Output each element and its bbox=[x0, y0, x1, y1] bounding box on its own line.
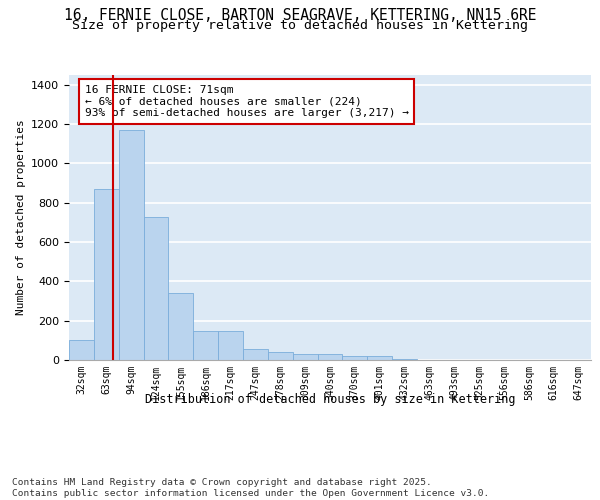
Bar bbox=[119, 130, 143, 360]
Text: Contains HM Land Registry data © Crown copyright and database right 2025.
Contai: Contains HM Land Registry data © Crown c… bbox=[12, 478, 489, 498]
Bar bbox=[169, 293, 193, 360]
Text: Distribution of detached houses by size in Kettering: Distribution of detached houses by size … bbox=[145, 392, 515, 406]
Y-axis label: Number of detached properties: Number of detached properties bbox=[16, 120, 26, 316]
Bar bbox=[268, 352, 293, 360]
Bar bbox=[367, 356, 392, 360]
Bar bbox=[69, 340, 94, 360]
Bar bbox=[343, 356, 367, 360]
Text: Size of property relative to detached houses in Kettering: Size of property relative to detached ho… bbox=[72, 18, 528, 32]
Text: 16 FERNIE CLOSE: 71sqm
← 6% of detached houses are smaller (224)
93% of semi-det: 16 FERNIE CLOSE: 71sqm ← 6% of detached … bbox=[85, 85, 409, 118]
Bar bbox=[392, 359, 417, 360]
Bar bbox=[317, 354, 343, 360]
Bar bbox=[193, 330, 218, 360]
Bar bbox=[143, 216, 169, 360]
Text: 16, FERNIE CLOSE, BARTON SEAGRAVE, KETTERING, NN15 6RE: 16, FERNIE CLOSE, BARTON SEAGRAVE, KETTE… bbox=[64, 8, 536, 22]
Bar bbox=[94, 189, 119, 360]
Bar bbox=[218, 330, 243, 360]
Bar bbox=[243, 349, 268, 360]
Bar bbox=[293, 354, 317, 360]
